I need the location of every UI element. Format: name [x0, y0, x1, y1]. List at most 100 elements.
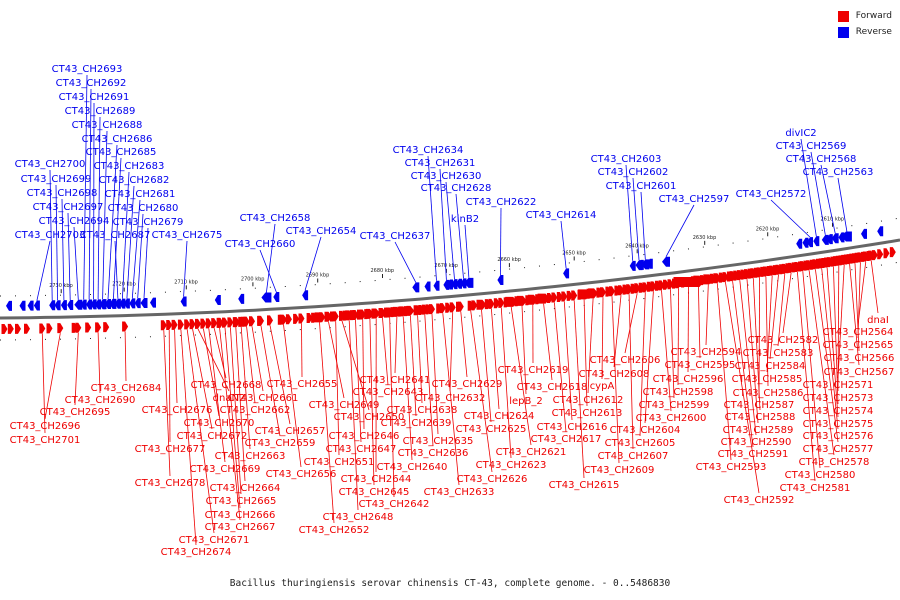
forward-gene-label: CT43_CH2594: [671, 347, 742, 358]
forward-gene-arrow: [332, 311, 339, 322]
forward-gene-arrow: [439, 303, 446, 314]
reverse-gene-label: CT43_CH2569: [776, 141, 847, 152]
forward-gene-label: CT43_CH2670: [184, 418, 255, 429]
forward-gene-label: CT43_CH2635: [403, 436, 474, 447]
forward-gene-arrow: [293, 313, 300, 324]
forward-gene-arrow: [406, 305, 415, 316]
forward-gene-label: CT43_CH2575: [803, 419, 874, 430]
reverse-gene-leader: [625, 164, 634, 261]
forward-gene-label: CT43_CH2625: [456, 424, 527, 435]
reverse-gene-arrow: [821, 234, 829, 245]
reverse-gene-leader: [266, 223, 276, 293]
forward-gene-leader: [449, 312, 454, 392]
reverse-gene-arrow: [90, 299, 97, 310]
forward-gene-label: CT43_CH2595: [665, 360, 736, 371]
forward-gene-label: CT43_CH2577: [803, 444, 874, 455]
reverse-gene-arrow: [641, 259, 650, 270]
tick-label: 2630 kbp: [693, 235, 717, 241]
reverse-gene-arrow: [841, 231, 852, 242]
forward-gene-arrow: [505, 296, 518, 307]
reverse-gene-leader: [49, 169, 53, 301]
forward-gene-label: CT43_CH2598: [643, 387, 714, 398]
reverse-gene-arrow: [635, 260, 643, 271]
reverse-gene-label: CT43_CH2658: [240, 213, 311, 224]
kbp-ticks: 2730 kbp 2720 kbp 2710 kbp 2700 kbp 2690 kbp…: [0, 217, 900, 341]
forward-gene-arrow: [160, 320, 167, 331]
forward-gene-leader: [269, 325, 291, 425]
reverse-gene-leader: [560, 220, 567, 269]
reverse-gene-arrow: [19, 300, 26, 311]
reverse-gene-leader: [439, 168, 447, 280]
forward-gene-arrow: [345, 310, 354, 321]
forward-gene-label: CT43_CH2621: [496, 447, 567, 458]
forward-gene-arrow: [216, 317, 223, 328]
forward-gene-leader: [174, 329, 178, 404]
forward-gene-arrow: [243, 316, 250, 327]
forward-gene-leader: [319, 322, 335, 524]
forward-gene-leader: [601, 297, 604, 380]
forward-gene-leader: [837, 264, 845, 379]
tick-label: 2650 kbp: [562, 250, 586, 256]
reverse-gene-label: CT43_CH2691: [59, 92, 130, 103]
forward-gene-arrow: [883, 248, 890, 259]
forward-gene-label: CT43_CH2676: [142, 405, 213, 416]
forward-gene-label: CT43_CH2567: [824, 367, 895, 378]
forward-gene-label: CT43_CH2672: [177, 431, 248, 442]
forward-gene-leader: [283, 324, 302, 468]
reverse-gene-leader: [137, 213, 144, 299]
reverse-gene-leader: [126, 185, 135, 299]
forward-gene-arrow: [298, 313, 305, 324]
tick-label: 2700 kbp: [241, 276, 265, 282]
forward-gene-label: CT43_CH2678: [135, 478, 206, 489]
upper-dotted-line: [0, 217, 900, 297]
forward-gene-arrow: [835, 255, 842, 266]
forward-gene-label: CT43_CH2588: [725, 412, 796, 423]
forward-gene-arrow: [166, 320, 173, 331]
forward-strand-genes: CT43_CH2701CT43_CH2696CT43_CH2695CT43_CH…: [1, 247, 896, 558]
forward-gene-label: CT43_CH2566: [824, 353, 895, 364]
reverse-gene-leader: [820, 164, 836, 234]
forward-gene-leader: [219, 327, 241, 521]
forward-gene-label: CT43_CH2623: [476, 460, 547, 471]
forward-gene-leader: [613, 295, 622, 368]
forward-gene-arrow: [799, 261, 806, 272]
reverse-gene-leader: [73, 226, 79, 300]
forward-gene-arrow: [618, 285, 624, 296]
reverse-gene-leader: [259, 249, 277, 293]
forward-gene-label: CT43_CH2684: [91, 383, 162, 394]
forward-gene-leader: [192, 329, 213, 430]
forward-gene-label: CT43_CH2643: [353, 387, 424, 398]
forward-gene-label: CT43_CH2583: [743, 348, 814, 359]
forward-gene-leader: [687, 286, 689, 373]
reverse-gene-leader: [114, 240, 119, 299]
forward-gene-arrow: [852, 253, 858, 264]
forward-gene-arrow: [258, 315, 264, 326]
reverse-gene-arrow: [443, 279, 450, 290]
tick-label: 2730 kbp: [49, 283, 73, 289]
forward-gene-label: CT43_CH2571: [803, 380, 874, 391]
forward-gene-label: CT43_CH2624: [464, 411, 535, 422]
forward-gene-leader: [870, 260, 879, 314]
forward-gene-arrow: [103, 322, 110, 333]
forward-gene-arrow: [365, 308, 374, 319]
reverse-gene-arrow: [238, 293, 245, 304]
forward-gene-label: CT43_CH2696: [10, 421, 81, 432]
forward-gene-arrow: [184, 319, 191, 330]
forward-gene-leader: [670, 289, 675, 399]
forward-gene-leader: [470, 310, 493, 473]
forward-gene-arrow: [324, 311, 333, 322]
forward-gene-label: CT43_CH2651: [304, 457, 375, 468]
forward-gene-label: CT43_CH2564: [823, 327, 894, 338]
forward-gene-leader: [746, 279, 759, 424]
forward-gene-label: dnaI: [867, 315, 889, 326]
forward-gene-arrow: [527, 294, 538, 305]
reverse-gene-arrow: [424, 281, 431, 292]
forward-gene-label: CT43_CH2591: [718, 449, 789, 460]
forward-gene-leader: [246, 326, 256, 404]
forward-gene-leader: [382, 317, 389, 386]
forward-gene-leader: [826, 267, 839, 418]
reverse-gene-leader: [837, 177, 848, 232]
forward-gene-arrow: [372, 308, 381, 319]
tick-label: 2720 kbp: [112, 282, 136, 288]
forward-gene-arrow: [713, 273, 722, 284]
